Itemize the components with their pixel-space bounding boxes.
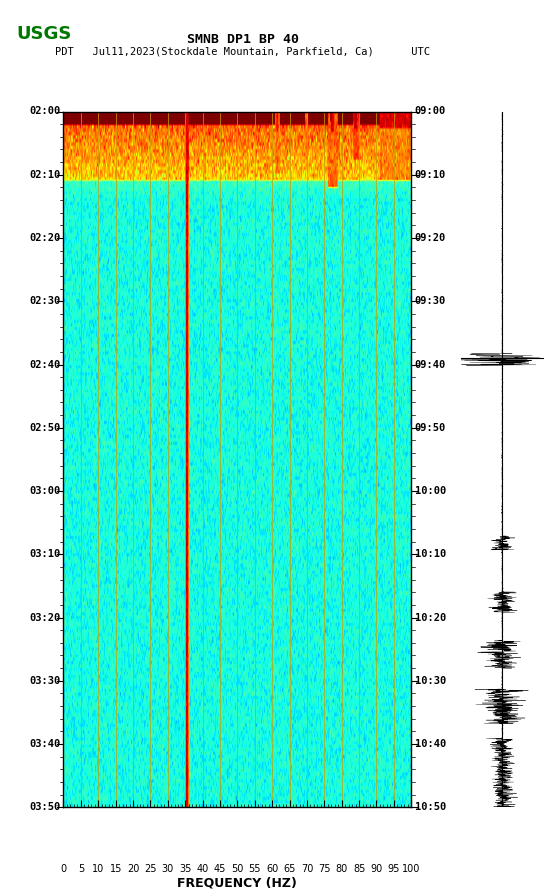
Text: 09:50: 09:50 xyxy=(415,423,446,433)
Text: 10:40: 10:40 xyxy=(415,739,446,749)
Text: USGS: USGS xyxy=(17,25,72,43)
Text: 10:00: 10:00 xyxy=(415,486,446,496)
Text: SMNB DP1 BP 40: SMNB DP1 BP 40 xyxy=(187,33,299,46)
Text: 02:10: 02:10 xyxy=(29,169,60,180)
Text: 09:30: 09:30 xyxy=(415,296,446,306)
Text: 10:20: 10:20 xyxy=(415,613,446,623)
Text: 03:00: 03:00 xyxy=(29,486,60,496)
Text: 09:00: 09:00 xyxy=(415,106,446,117)
Text: 02:00: 02:00 xyxy=(29,106,60,117)
Text: 02:40: 02:40 xyxy=(29,359,60,369)
Text: 03:30: 03:30 xyxy=(29,676,60,686)
X-axis label: FREQUENCY (HZ): FREQUENCY (HZ) xyxy=(177,877,298,889)
Text: 09:40: 09:40 xyxy=(415,359,446,369)
Text: PDT   Jul11,2023(Stockdale Mountain, Parkfield, Ca)      UTC: PDT Jul11,2023(Stockdale Mountain, Parkf… xyxy=(55,46,431,56)
Text: 02:50: 02:50 xyxy=(29,423,60,433)
Text: 09:10: 09:10 xyxy=(415,169,446,180)
Text: 02:20: 02:20 xyxy=(29,233,60,243)
Text: 03:10: 03:10 xyxy=(29,549,60,559)
Text: 10:50: 10:50 xyxy=(415,802,446,813)
Text: 03:50: 03:50 xyxy=(29,802,60,813)
Text: 10:30: 10:30 xyxy=(415,676,446,686)
Text: 02:30: 02:30 xyxy=(29,296,60,306)
Text: 03:20: 03:20 xyxy=(29,613,60,623)
Text: 03:40: 03:40 xyxy=(29,739,60,749)
Text: 09:20: 09:20 xyxy=(415,233,446,243)
Text: 10:10: 10:10 xyxy=(415,549,446,559)
